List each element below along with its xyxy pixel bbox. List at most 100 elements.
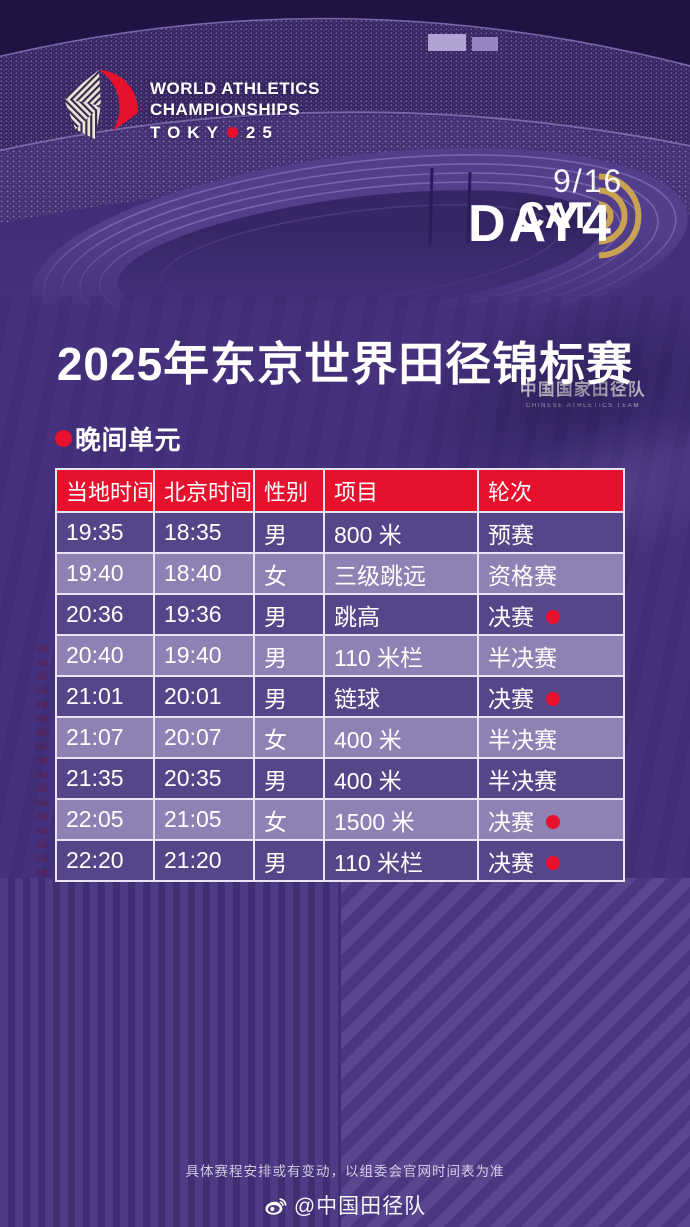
cell-beijing-time: 21:05	[153, 798, 255, 841]
table-row: 19:40 18:40 女 三级跳远 资格赛	[55, 552, 625, 595]
cell-local-time: 22:05	[55, 798, 155, 841]
cell-gender: 女	[253, 552, 325, 595]
weibo-icon	[265, 1198, 287, 1215]
header-cell-beijing-time: 北京时间	[153, 468, 255, 513]
session-bullet-icon	[55, 430, 72, 447]
cell-beijing-time: 18:40	[153, 552, 255, 595]
round-label: 决赛	[488, 685, 534, 712]
cell-round: 半决赛	[477, 757, 625, 800]
round-label: 决赛	[488, 808, 534, 835]
round-label: 决赛	[488, 603, 534, 630]
table-header-row: 当地时间 北京时间 性别 项目 轮次	[55, 468, 625, 513]
cell-event: 三级跳远	[323, 552, 479, 595]
cat-name-cn: 中国国家田径队	[518, 376, 648, 400]
round-label: 预赛	[488, 521, 534, 548]
header-cell-round: 轮次	[477, 468, 625, 513]
cell-gender: 男	[253, 757, 325, 800]
round-label: 半决赛	[488, 644, 557, 671]
final-dot-icon	[546, 815, 560, 830]
cell-event: 400 米	[323, 757, 479, 800]
tokyo-o-dot-icon	[226, 127, 238, 138]
round-label: 决赛	[488, 849, 534, 876]
cell-round: 决赛	[477, 593, 625, 636]
cat-logo: CAT 中国国家田径队 CHINESE ATHLETICS TEAM	[518, 60, 648, 409]
weibo-handle: @中国田径队	[293, 1195, 427, 1218]
final-dot-icon	[546, 610, 560, 625]
cell-event: 800 米	[323, 511, 479, 554]
wa-logo-line2: CHAMPIONSHIPS	[150, 100, 301, 119]
wa-logo-text: WORLD ATHLETICS CHAMPIONSHIPS TOKY 25	[150, 78, 320, 143]
table-row: 20:40 19:40 男 110 米栏 半决赛	[55, 634, 625, 677]
final-dot-icon	[546, 692, 560, 707]
header-cell-event: 项目	[323, 468, 479, 513]
bottom-stripes-vertical	[0, 878, 341, 1227]
cell-round: 决赛	[477, 675, 625, 718]
cell-local-time: 19:35	[55, 511, 155, 554]
cell-gender: 男	[253, 634, 325, 677]
header-cell-gender: 性别	[253, 468, 325, 513]
schedule-table-body: 19:35 18:35 男 800 米 预赛 19:40 18:40 女 三级跳…	[55, 511, 625, 882]
cell-event: 400 米	[323, 716, 479, 759]
session-label: 晚间单元	[75, 425, 182, 455]
table-row: 21:07 20:07 女 400 米 半决赛	[55, 716, 625, 759]
round-label: 资格赛	[488, 562, 557, 589]
cell-event: 1500 米	[323, 798, 479, 841]
table-row: 21:35 20:35 男 400 米 半决赛	[55, 757, 625, 800]
left-edge-texture	[36, 640, 48, 890]
cell-round: 决赛	[477, 798, 625, 841]
cat-name-en: CHINESE ATHLETICS TEAM	[518, 403, 648, 409]
cell-beijing-time: 19:40	[153, 634, 255, 677]
cat-arcs-icon	[598, 173, 642, 259]
cell-local-time: 20:40	[55, 634, 155, 677]
cell-round: 半决赛	[477, 634, 625, 677]
cell-event: 链球	[323, 675, 479, 718]
round-label: 半决赛	[488, 726, 557, 753]
cell-gender: 女	[253, 716, 325, 759]
cell-beijing-time: 18:35	[153, 511, 255, 554]
final-dot-icon	[546, 856, 560, 871]
wa-logo-line3: TOKY 25	[150, 122, 320, 143]
cell-event: 110 米栏	[323, 634, 479, 677]
table-row: 20:36 19:36 男 跳高 决赛	[55, 593, 625, 636]
cell-local-time: 22:20	[55, 839, 155, 882]
disclaimer: 具体赛程安排或有变动，以组委会官网时间表为准	[185, 1164, 505, 1179]
cell-local-time: 21:07	[55, 716, 155, 759]
cell-gender: 女	[253, 798, 325, 841]
table-row: 19:35 18:35 男 800 米 预赛	[55, 511, 625, 554]
cell-beijing-time: 21:20	[153, 839, 255, 882]
session-header: 晚间单元	[55, 420, 181, 457]
bottom-stripes-diagonal	[341, 878, 690, 1227]
cell-local-time: 21:35	[55, 757, 155, 800]
header-cell-local-time: 当地时间	[55, 468, 155, 513]
cell-beijing-time: 20:01	[153, 675, 255, 718]
wa-championships-logo: WORLD ATHLETICS CHAMPIONSHIPS TOKY 25	[56, 64, 320, 148]
cell-beijing-time: 20:07	[153, 716, 255, 759]
page-title: 2025年东京世界田径锦标赛	[56, 338, 634, 390]
cell-event: 跳高	[323, 593, 479, 636]
table-row: 22:05 21:05 女 1500 米 决赛	[55, 798, 625, 841]
cell-event: 110 米栏	[323, 839, 479, 882]
round-label: 半决赛	[488, 767, 557, 794]
cat-acronym-row: CAT	[518, 60, 648, 372]
day-label: DAY4	[468, 195, 614, 253]
table-row: 21:01 20:01 男 链球 决赛	[55, 675, 625, 718]
cell-beijing-time: 19:36	[153, 593, 255, 636]
wa-gem-icon	[63, 69, 138, 140]
cat-acronym: CAT	[518, 195, 592, 236]
stadium-photo	[0, 0, 690, 312]
weibo-badge: @中国田径队	[0, 1190, 690, 1220]
cell-local-time: 19:40	[55, 552, 155, 595]
cell-local-time: 21:01	[55, 675, 155, 718]
date-label: 9/16	[553, 163, 624, 199]
table-row: 22:20 21:20 男 110 米栏 决赛	[55, 839, 625, 882]
cell-local-time: 20:36	[55, 593, 155, 636]
wa-logo-25: 25	[245, 123, 279, 142]
wa-logo-tokyo: TOKY	[150, 123, 225, 142]
cell-gender: 男	[253, 839, 325, 882]
cell-gender: 男	[253, 511, 325, 554]
cell-beijing-time: 20:35	[153, 757, 255, 800]
cell-gender: 男	[253, 675, 325, 718]
cell-round: 预赛	[477, 511, 625, 554]
cell-round: 半决赛	[477, 716, 625, 759]
